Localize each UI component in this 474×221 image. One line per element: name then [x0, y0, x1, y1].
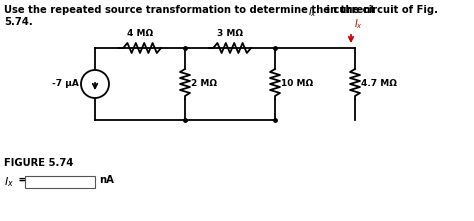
Text: 10 MΩ: 10 MΩ: [281, 80, 313, 88]
Text: 2 MΩ: 2 MΩ: [191, 80, 217, 88]
Text: FIGURE 5.74: FIGURE 5.74: [4, 158, 73, 168]
Text: -7 μA: -7 μA: [52, 80, 79, 88]
Text: $\mathit{I}_x$: $\mathit{I}_x$: [4, 175, 14, 189]
Text: $\mathit{I}_x$: $\mathit{I}_x$: [308, 5, 317, 19]
Text: 4 MΩ: 4 MΩ: [127, 29, 153, 38]
Text: $\mathit{I}_x$: $\mathit{I}_x$: [354, 17, 363, 31]
Text: nA: nA: [99, 175, 114, 185]
Text: in the circuit of Fig.: in the circuit of Fig.: [323, 5, 438, 15]
FancyBboxPatch shape: [25, 176, 95, 188]
Text: 3 MΩ: 3 MΩ: [217, 29, 243, 38]
Circle shape: [81, 70, 109, 98]
Text: Use the repeated source transformation to determine the current: Use the repeated source transformation t…: [4, 5, 379, 15]
Text: 5.74.: 5.74.: [4, 17, 33, 27]
Text: 4.7 MΩ: 4.7 MΩ: [361, 80, 397, 88]
Text: =: =: [15, 175, 27, 185]
